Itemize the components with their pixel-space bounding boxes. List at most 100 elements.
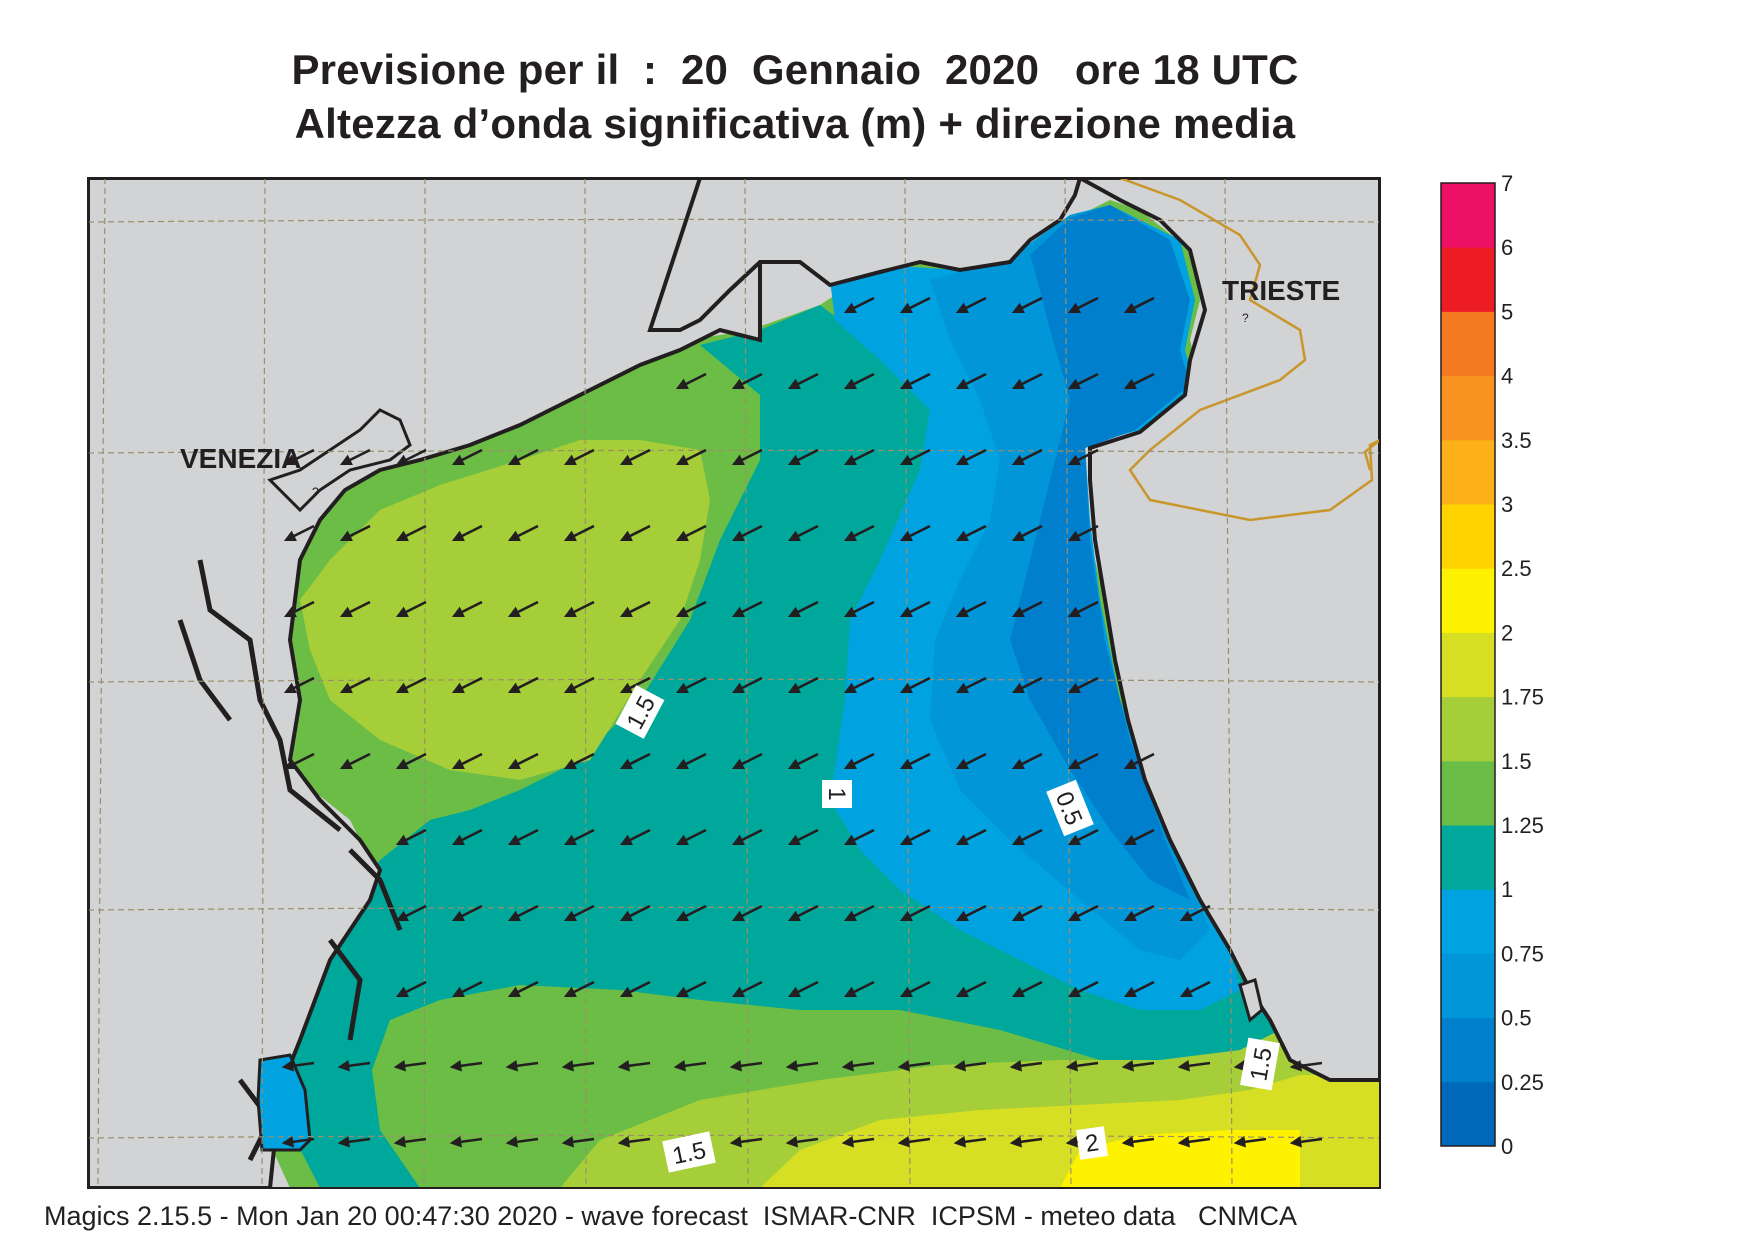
- wave-arrow: [787, 372, 819, 390]
- wave-arrow: [731, 752, 763, 770]
- legend-level-label: 3: [1501, 492, 1513, 517]
- wave-arrow: [899, 296, 931, 314]
- wave-arrow: [1177, 1135, 1211, 1148]
- legend-level-label: 0.5: [1501, 1006, 1532, 1031]
- wave-arrow: [395, 828, 427, 846]
- wave-arrow: [787, 448, 819, 466]
- wave-arrow: [787, 524, 819, 542]
- wave-arrow: [785, 1135, 819, 1148]
- wave-arrow: [1067, 980, 1099, 998]
- sea-band-1-5-1-75-west: [300, 440, 710, 780]
- legend-swatch: [1441, 696, 1495, 762]
- wave-arrow: [561, 1059, 595, 1072]
- wave-arrow: [619, 828, 651, 846]
- legend-level-label: 1.25: [1501, 813, 1544, 838]
- wave-arrow: [283, 752, 315, 770]
- wave-arrow: [393, 1135, 427, 1148]
- legend-level-label: 1.5: [1501, 749, 1532, 774]
- wave-arrow: [507, 676, 539, 694]
- wave-arrow: [1011, 904, 1043, 922]
- label-trieste: TRIESTE: [1222, 275, 1340, 306]
- wave-arrow: [785, 1059, 819, 1072]
- wave-arrow: [1121, 1059, 1155, 1072]
- wave-arrow: [619, 980, 651, 998]
- wave-arrow: [619, 904, 651, 922]
- wave-arrow: [731, 828, 763, 846]
- wave-arrow: [619, 524, 651, 542]
- unknown-marker-trieste: ?: [1242, 311, 1249, 325]
- label-venezia: VENEZIA: [180, 443, 301, 474]
- wave-arrow: [563, 524, 595, 542]
- wave-arrow: [563, 980, 595, 998]
- legend-swatch: [1441, 1081, 1495, 1147]
- wave-arrow: [1177, 1059, 1211, 1072]
- svg-text:1.5: 1.5: [1245, 1045, 1277, 1083]
- contour-label-d: 1.5: [1240, 1037, 1280, 1091]
- color-legend: 0 0.25 0.5 0.75 1 1.25 1.5 1.75 2 2.5 3 3.5 4 5 6 7: [1440, 171, 1544, 1159]
- wave-arrow: [563, 448, 595, 466]
- wave-arrow: [1123, 980, 1155, 998]
- legend-level-label: 3.5: [1501, 428, 1532, 453]
- wave-arrow: [1067, 904, 1099, 922]
- contour-label-b: 1: [822, 780, 852, 808]
- wave-arrow: [1067, 752, 1099, 770]
- legend-level-label: 5: [1501, 299, 1513, 324]
- wave-arrow: [899, 372, 931, 390]
- wave-arrow: [675, 980, 707, 998]
- wave-arrow: [507, 752, 539, 770]
- wave-arrow: [505, 1059, 539, 1072]
- legend-level-label: 1.75: [1501, 685, 1544, 710]
- wave-arrow: [953, 1059, 987, 1072]
- wave-arrow: [955, 676, 987, 694]
- wave-arrow: [731, 904, 763, 922]
- legend-swatch: [1441, 825, 1495, 890]
- wave-arrow: [1011, 752, 1043, 770]
- legend-frame: [1440, 182, 1496, 1147]
- legend-swatch: [1441, 1017, 1495, 1083]
- wave-arrow: [395, 980, 427, 998]
- wave-arrow: [395, 752, 427, 770]
- wave-arrow: [1067, 296, 1099, 314]
- wave-arrow: [451, 904, 483, 922]
- wave-arrow: [561, 1135, 595, 1148]
- legend-level-label: 6: [1501, 235, 1513, 260]
- legend-level-label: 4: [1501, 364, 1513, 389]
- wave-arrow: [619, 676, 651, 694]
- wave-arrow: [899, 904, 931, 922]
- wave-arrow: [955, 448, 987, 466]
- wave-arrow: [787, 980, 819, 998]
- wave-arrow: [395, 600, 427, 618]
- wave-arrow: [1233, 1135, 1267, 1148]
- wave-arrow: [337, 1059, 371, 1072]
- svg-text:2: 2: [1084, 1129, 1101, 1158]
- wave-arrow: [1123, 828, 1155, 846]
- wave-arrow: [1179, 904, 1211, 922]
- wave-arrow: [899, 752, 931, 770]
- svg-text:1: 1: [823, 787, 850, 800]
- wave-arrow: [843, 676, 875, 694]
- national-border: [1119, 178, 1380, 522]
- wave-arrow: [787, 904, 819, 922]
- wave-arrow: [1011, 676, 1043, 694]
- wave-arrow: [899, 828, 931, 846]
- wave-arrow: [395, 448, 427, 466]
- wave-arrow: [1009, 1135, 1043, 1148]
- wave-arrow: [899, 600, 931, 618]
- legend-swatch: [1441, 311, 1495, 377]
- wave-arrow: [1011, 296, 1043, 314]
- wave-arrow: [955, 524, 987, 542]
- wave-direction-arrows: [281, 296, 1323, 1148]
- wave-arrow: [1067, 448, 1099, 466]
- contour-label-e: 1.5: [662, 1131, 716, 1173]
- wave-arrow: [731, 524, 763, 542]
- map-frame: [87, 177, 1381, 1189]
- wave-arrow: [283, 524, 315, 542]
- wave-arrow: [1011, 600, 1043, 618]
- wave-arrow: [843, 296, 875, 314]
- wave-arrow: [1067, 828, 1099, 846]
- wave-arrow: [1011, 524, 1043, 542]
- wave-arrow: [283, 448, 315, 466]
- wave-arrow: [731, 600, 763, 618]
- wave-arrow: [843, 904, 875, 922]
- wave-arrow: [675, 372, 707, 390]
